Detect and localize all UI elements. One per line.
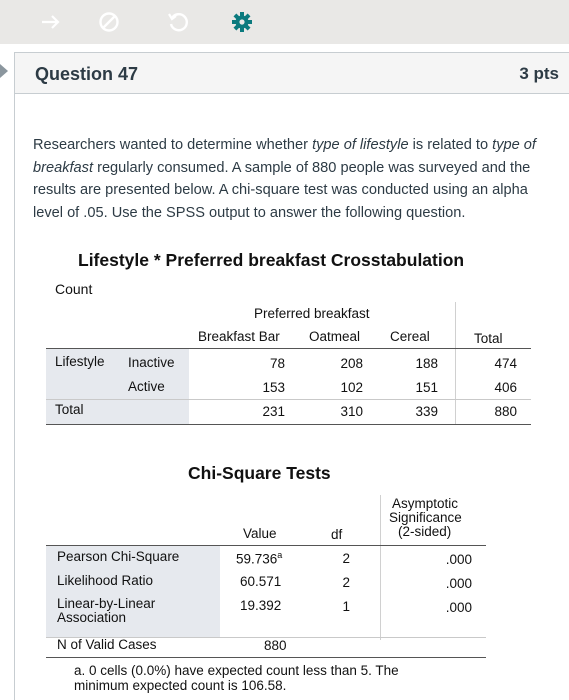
sig-header: Asymptotic [392,496,459,511]
question-title: Question 47 [35,64,139,84]
gear-icon[interactable] [229,9,255,35]
cell: 474 [494,356,517,371]
question-points: 3 pts [519,64,559,83]
cell: 310 [340,404,363,419]
column-header-breakfast-bar: Breakfast Bar [198,329,280,344]
table-divider [380,495,381,640]
cell-value: 59.736a [236,550,282,567]
question-text-part: Researchers wanted to determine whether [33,137,313,153]
cell-sig: .000 [445,552,472,567]
cell: 151 [415,380,438,395]
row-label-linear: Association [57,610,127,625]
cell: 406 [494,380,517,395]
column-header-total: Total [474,331,503,346]
cell-sig: .000 [445,576,472,591]
pearson-value: 59.736 [236,551,278,567]
cell-sig: .000 [445,600,472,615]
cell-value: 19.392 [240,598,282,613]
cell: 78 [269,356,285,371]
cell-df: 2 [342,551,350,566]
question-text-part: regularly consumed. A sample of 880 peop… [33,159,531,221]
row-label-n: N of Valid Cases [57,637,157,652]
cell: 339 [415,404,438,419]
value-header: Value [243,526,277,541]
row-label-active: Active [128,379,165,394]
question-header: Question 47 3 pts [14,52,569,94]
crosstab-title: Lifestyle * Preferred breakfast Crosstab… [78,250,465,270]
arrow-icon[interactable] [38,9,64,35]
cell: 208 [340,356,363,371]
question-border [14,94,15,700]
row-label-likelihood: Likelihood Ratio [57,573,154,588]
refresh-icon[interactable] [165,9,191,35]
table-rule [46,637,486,638]
df-header: df [331,527,343,542]
sig-header: Significance [389,510,462,525]
question-text-emphasis: type of breakfast [33,137,536,176]
cell: 231 [262,404,285,419]
row-label-pearson: Pearson Chi-Square [57,549,180,564]
cell: 880 [494,404,517,419]
footnote-marker: a [277,550,283,560]
table-rule [46,424,531,425]
row-label-linear: Linear-by-Linear [57,596,156,611]
chi-square-title: Chi-Square Tests [188,463,331,483]
question-text-emphasis: type of lifestyle [312,137,409,153]
cell-value: 60.571 [240,574,282,589]
cell: 102 [340,380,363,395]
row-label-background [46,546,220,638]
table-rule [46,545,486,546]
column-header-oatmeal: Oatmeal [309,329,361,344]
cell: 153 [262,380,285,395]
count-label: Count [55,281,93,297]
cell-df: 2 [342,575,350,590]
table-divider [455,302,456,424]
cell-n: 880 [264,638,287,653]
collapse-arrow-icon [0,64,8,78]
row-label-total: Total [55,402,84,417]
footnote: a. 0 cells (0.0%) have expected count le… [74,663,399,693]
cell-df: 1 [342,599,350,614]
table-rule [46,657,486,658]
row-variable-label: Lifestyle [55,354,105,369]
cell: 188 [415,356,438,371]
toolbar [0,0,569,44]
table-rule [46,399,531,400]
question-text-part: is related to [408,137,493,153]
column-header-cereal: Cereal [390,329,430,344]
row-label-background [46,349,189,425]
sig-header: (2-sided) [398,524,452,539]
cancel-icon[interactable] [96,9,122,35]
question-text: Researchers wanted to determine whether … [33,134,553,224]
group-header: Preferred breakfast [254,306,370,321]
table-rule [46,348,531,349]
row-label-inactive: Inactive [128,355,175,370]
